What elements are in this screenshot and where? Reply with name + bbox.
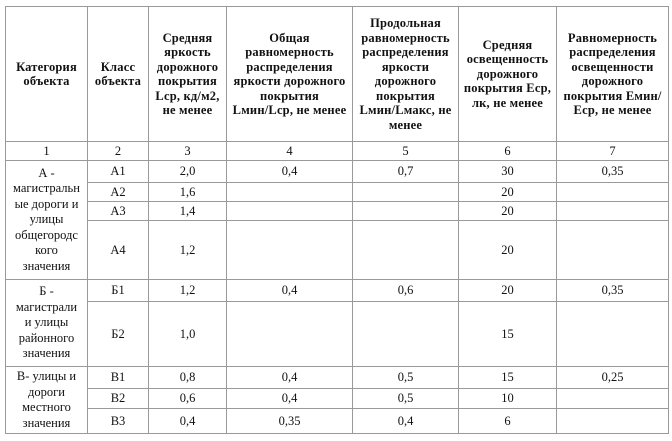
header-class: Класс объекта [87,6,149,142]
illuminance-uniformity-cell: 0,25 [556,366,669,389]
category-line: общегородс [15,227,78,242]
table-row: Б - магистрали и улицы районного значения Б1 1… [5,279,669,367]
avg-illuminance-cell: 30 [458,160,557,183]
illuminance-uniformity-cell [556,201,669,221]
column-number: 3 [148,141,227,161]
category-line: магистрали [15,299,78,314]
column-number: 2 [87,141,149,161]
overall-uniformity-cell [226,201,353,221]
avg-illuminance-cell: 20 [458,279,557,302]
category-line: значения [22,346,71,361]
illuminance-uniformity-cell: 0,35 [556,279,669,302]
lighting-norms-table: Категория объекта Класс объекта Средняя … [5,6,669,434]
column-number: 1 [5,141,88,161]
category-cell: Б - магистрали и улицы районного значения [5,279,88,367]
table-row: Б2 1,0 15 [6,301,669,367]
class-cell: В1 [87,366,149,389]
avg-luminance-cell: 0,8 [148,366,227,389]
illuminance-uniformity-cell [556,408,669,434]
longitudinal-uniformity-cell [352,220,459,280]
table-row: А3 1,4 20 [6,201,669,221]
class-cell: Б2 [87,301,149,367]
illuminance-uniformity-cell [556,388,669,409]
class-cell: А1 [87,160,149,183]
avg-illuminance-cell: 10 [458,388,557,409]
header-overall-uniformity: Общая равномерность распределения яркост… [226,6,353,142]
longitudinal-uniformity-cell: 0,4 [352,408,459,434]
longitudinal-uniformity-cell: 0,5 [352,388,459,409]
column-number: 5 [352,141,459,161]
longitudinal-uniformity-cell: 0,6 [352,279,459,302]
table-row: В- улицы и дороги местного значения В1 0,8 0,4… [5,366,669,434]
longitudinal-uniformity-cell: 0,5 [352,366,459,389]
avg-illuminance-cell: 6 [458,408,557,434]
column-number: 4 [226,141,353,161]
category-line: значения [22,258,71,273]
category-line: районного [18,330,75,345]
longitudinal-uniformity-cell [352,301,459,367]
class-cell: А2 [87,182,149,202]
table-row: А - магистральн ые дороги и улицы общегородс… [5,160,669,280]
header-avg-illuminance: Средняя освещенность дорожного покрытия … [458,6,557,142]
longitudinal-uniformity-cell [352,201,459,221]
overall-uniformity-cell: 0,4 [226,388,353,409]
avg-illuminance-cell: 15 [458,301,557,367]
table-row: А2 1,6 20 [6,182,669,202]
longitudinal-uniformity-cell [352,182,459,202]
illuminance-uniformity-cell: 0,35 [556,160,669,183]
class-cell: А4 [87,220,149,280]
category-line: ые дороги и [14,196,79,211]
category-line: кого [35,243,58,258]
column-number: 6 [458,141,557,161]
header-illuminance-uniformity: Равномерность распределения освещенности… [556,6,669,142]
category-cell: В- улицы и дороги местного значения [5,366,88,434]
class-cell: В3 [87,408,149,434]
category-line: улицы [29,212,64,227]
illuminance-uniformity-cell [556,220,669,280]
longitudinal-uniformity-cell: 0,7 [352,160,459,183]
header-row: Категория объекта Класс объекта Средняя … [5,6,669,142]
avg-luminance-cell: 1,4 [148,201,227,221]
table-row: В3 0,4 0,35 0,4 6 [6,408,669,434]
avg-luminance-cell: 1,0 [148,301,227,367]
category-line: А - [38,165,55,180]
table-row: В2 0,6 0,4 0,5 10 [6,388,669,409]
avg-illuminance-cell: 20 [458,201,557,221]
category-line: значения [22,415,71,430]
avg-luminance-cell: 2,0 [148,160,227,183]
avg-luminance-cell: 1,6 [148,182,227,202]
category-line: магистральн [13,181,80,196]
category-line: В- улицы и [16,369,77,383]
avg-luminance-cell: 0,4 [148,408,227,434]
category-line: дороги [28,384,65,399]
avg-luminance-cell: 0,6 [148,388,227,409]
overall-uniformity-cell [226,220,353,280]
overall-uniformity-cell: 0,4 [226,279,353,302]
category-line: местного [22,400,71,414]
category-line: и улицы [24,315,69,330]
category-cell: А - магистральн ые дороги и улицы общегородс… [5,160,88,280]
header-category: Категория объекта [5,6,88,142]
class-cell: А3 [87,201,149,221]
header-longitudinal-uniformity: Продольная равномерность распределения я… [352,6,459,142]
illuminance-uniformity-cell [556,301,669,367]
category-line: Б - [39,284,54,299]
table-row: А4 1,2 20 [6,220,669,280]
class-cell: Б1 [87,279,149,302]
avg-illuminance-cell: 15 [458,366,557,389]
class-cell: В2 [87,388,149,409]
overall-uniformity-cell [226,182,353,202]
avg-luminance-cell: 1,2 [148,220,227,280]
header-avg-luminance: Средняя яркость дорожного покрытия Lср, … [148,6,227,142]
illuminance-uniformity-cell [556,182,669,202]
overall-uniformity-cell [226,301,353,367]
overall-uniformity-cell: 0,35 [226,408,353,434]
avg-illuminance-cell: 20 [458,220,557,280]
column-number-row: 1 2 3 4 5 6 7 [5,141,669,161]
column-number: 7 [556,141,669,161]
avg-illuminance-cell: 20 [458,182,557,202]
overall-uniformity-cell: 0,4 [226,160,353,183]
overall-uniformity-cell: 0,4 [226,366,353,389]
avg-luminance-cell: 1,2 [148,279,227,302]
